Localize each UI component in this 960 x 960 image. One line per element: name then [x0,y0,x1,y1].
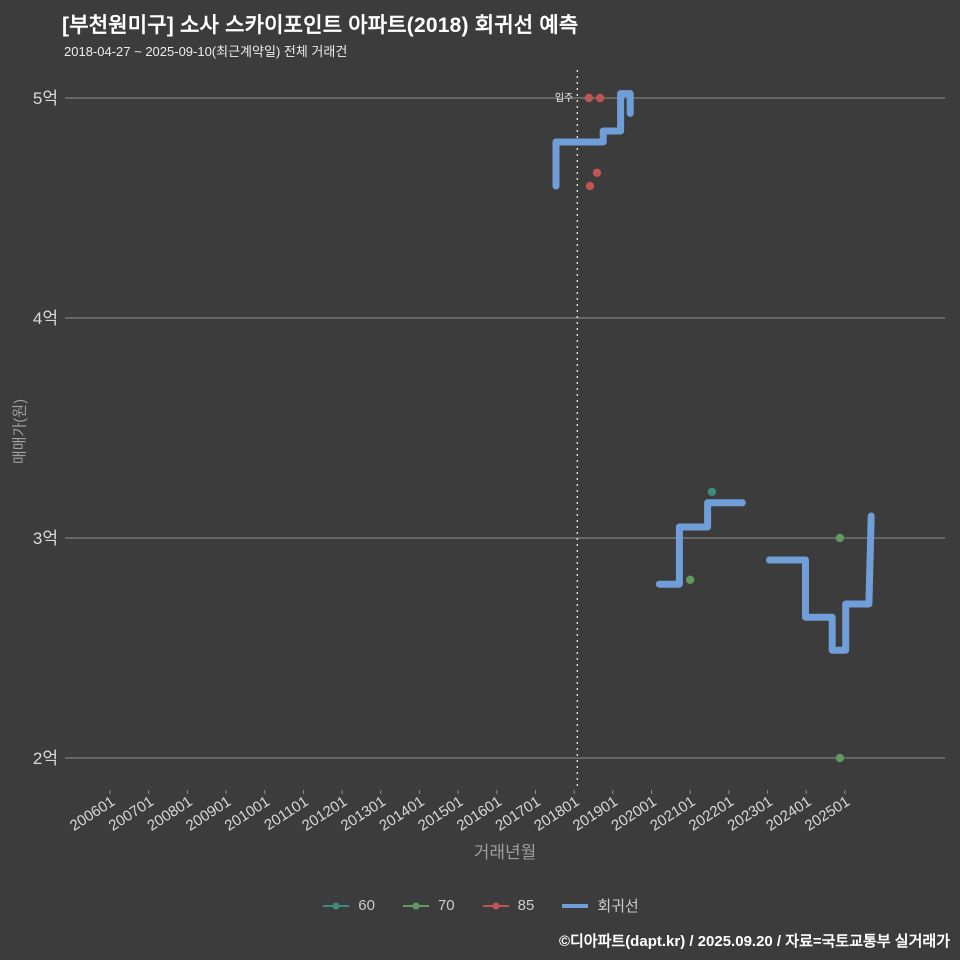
legend-label-70: 70 [437,897,455,914]
legend-marker-85-icon [482,902,509,909]
series-85 [584,93,605,191]
svg-text:4억: 4억 [33,309,58,328]
y-tick-labels: 5억 4억 3억 2억 [33,89,58,768]
x-axis-title: 거래년월 [473,843,537,862]
page-title: [부천원미구] 소사 스카이포인트 아파트(2018) 회귀선 예측 [62,14,579,37]
legend-marker-70-icon [402,902,429,909]
legend-marker-60-icon [323,902,350,909]
legend-label-regression: 회귀선 [597,898,639,915]
series-70 [686,533,845,763]
credit-text: ©디아파트(dapt.kr) / 2025.09.20 / 자료=국토교통부 실… [558,933,950,950]
legend: 60 70 85 회귀선 [0,895,960,916]
legend-item-70: 70 [401,897,455,914]
svg-text:201001: 201001 [222,793,273,835]
svg-text:3억: 3억 [33,529,58,548]
series-60 [707,487,717,496]
y-axis-title: 매매가(원) [11,398,29,465]
gridlines [65,97,945,759]
legend-item-60: 60 [321,897,375,914]
svg-text:5억: 5억 [33,89,58,108]
svg-text:2억: 2억 [33,749,58,768]
svg-text:202501: 202501 [802,793,853,835]
page-subtitle: 2018-04-27 ~ 2025-09-10(최근계약일) 전체 거래건 [64,44,348,59]
svg-text:입주: 입주 [555,91,573,104]
legend-label-85: 85 [517,897,535,914]
series-회귀선 [552,90,875,654]
legend-item-regression: 회귀선 [560,895,639,916]
legend-item-85: 85 [481,897,535,914]
legend-label-60: 60 [358,897,375,914]
x-tick-labels: 2006012007012008012009012010012011012012… [67,790,853,835]
legend-marker-regression-icon [562,903,589,908]
move-in-annotation: 입주 [555,70,578,790]
